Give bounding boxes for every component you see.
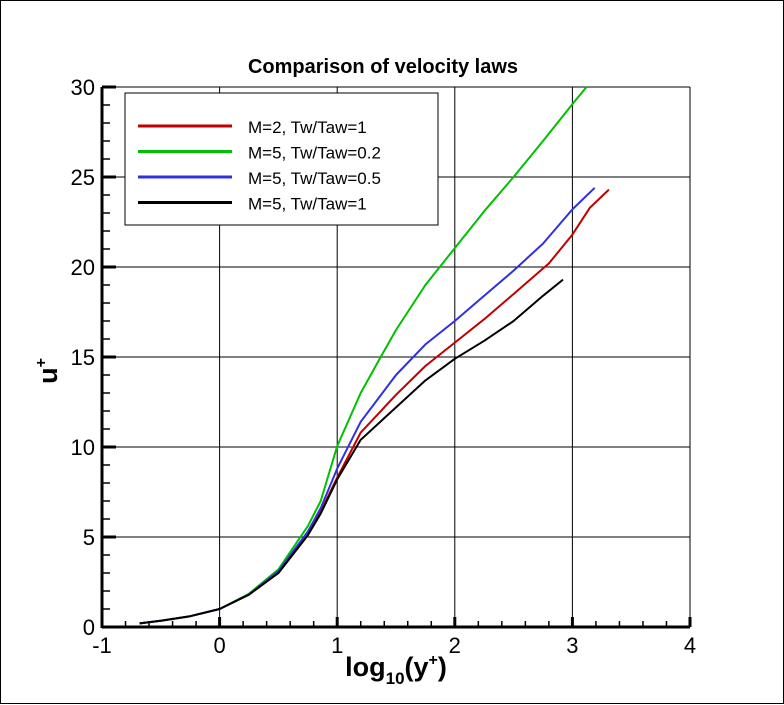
x-axis-label-sub: 10 xyxy=(386,669,405,688)
series-line-4 xyxy=(139,278,564,625)
legend-label: M=2, Tw/Taw=1 xyxy=(248,118,367,137)
x-axis-label-close: ) xyxy=(438,652,447,682)
y-tick-label: 25 xyxy=(71,165,95,190)
x-tick-label: 1 xyxy=(331,633,343,658)
y-axis-label-sup: + xyxy=(33,358,50,367)
x-axis-label-open: (y xyxy=(405,652,429,682)
x-tick-label: 0 xyxy=(213,633,225,658)
x-axis-label: log10(y+) xyxy=(345,652,447,688)
series-group xyxy=(139,86,610,625)
y-tick-label: 0 xyxy=(83,615,95,640)
x-tick-label: -1 xyxy=(92,633,112,658)
x-axis-label-base: log xyxy=(345,652,386,682)
y-tick-label: 5 xyxy=(83,525,95,550)
x-tick-label: 3 xyxy=(566,633,578,658)
legend-label: M=5, Tw/Taw=1 xyxy=(248,195,367,214)
y-axis-label: u+ xyxy=(33,358,63,384)
legend-label: M=5, Tw/Taw=0.5 xyxy=(248,169,381,188)
y-tick-label: 20 xyxy=(71,255,95,280)
series-line-3 xyxy=(139,187,596,625)
x-tick-label: 4 xyxy=(684,633,696,658)
y-tick-label: 30 xyxy=(71,75,95,100)
x-tick-label: 2 xyxy=(449,633,461,658)
x-axis-label-sup: + xyxy=(429,652,438,669)
chart-title: Comparison of velocity laws xyxy=(248,56,518,78)
y-axis-label-base: u xyxy=(33,367,63,384)
series-line-1 xyxy=(139,188,610,625)
legend: M=2, Tw/Taw=1 M=5, Tw/Taw=0.2 M=5, Tw/Taw=… xyxy=(124,92,439,226)
legend-label: M=5, Tw/Taw=0.2 xyxy=(248,144,381,163)
y-tick-label: 15 xyxy=(71,345,95,370)
y-tick-label: 10 xyxy=(71,435,95,460)
